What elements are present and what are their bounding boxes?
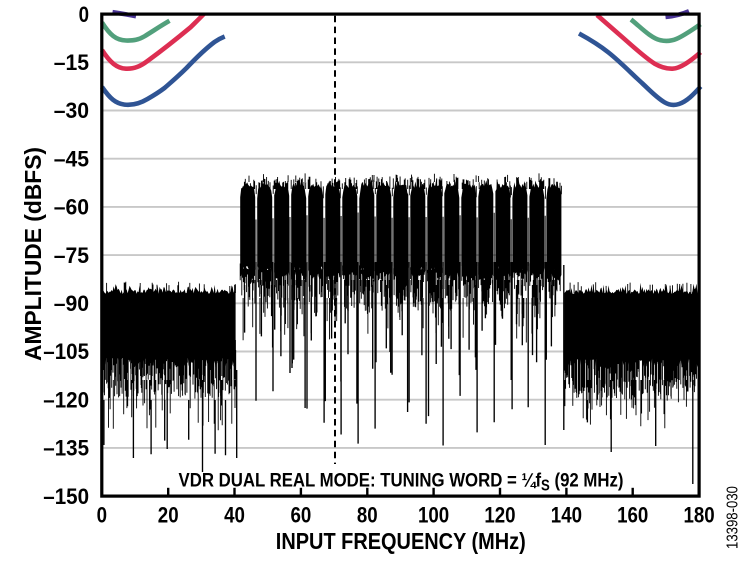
svg-text:–90: –90	[54, 291, 89, 316]
svg-text:140: 140	[551, 503, 582, 528]
svg-text:VDR DUAL REAL MODE: TUNING WOR: VDR DUAL REAL MODE: TUNING WORD = ¼fS (9…	[179, 469, 624, 494]
svg-text:–150: –150	[43, 484, 89, 509]
svg-text:–120: –120	[43, 387, 89, 412]
svg-text:INPUT FREQUENCY (MHz): INPUT FREQUENCY (MHz)	[276, 528, 526, 554]
svg-text:100: 100	[418, 503, 449, 528]
svg-text:–60: –60	[54, 195, 89, 220]
svg-text:20: 20	[158, 503, 179, 528]
svg-text:–135: –135	[43, 436, 89, 461]
svg-text:60: 60	[291, 503, 312, 528]
svg-text:AMPLITUDE (dBFS): AMPLITUDE (dBFS)	[20, 147, 46, 361]
svg-text:0: 0	[79, 2, 89, 27]
svg-text:160: 160	[617, 503, 648, 528]
svg-text:–75: –75	[54, 243, 89, 268]
svg-text:80: 80	[357, 503, 378, 528]
svg-text:–45: –45	[54, 146, 89, 171]
svg-text:120: 120	[484, 503, 515, 528]
svg-text:–30: –30	[54, 98, 89, 123]
svg-text:–15: –15	[54, 50, 89, 75]
svg-text:0: 0	[97, 503, 107, 528]
svg-text:180: 180	[684, 503, 715, 528]
svg-text:40: 40	[224, 503, 245, 528]
svg-text:–105: –105	[43, 339, 89, 364]
svg-text:13398-030: 13398-030	[724, 486, 741, 549]
